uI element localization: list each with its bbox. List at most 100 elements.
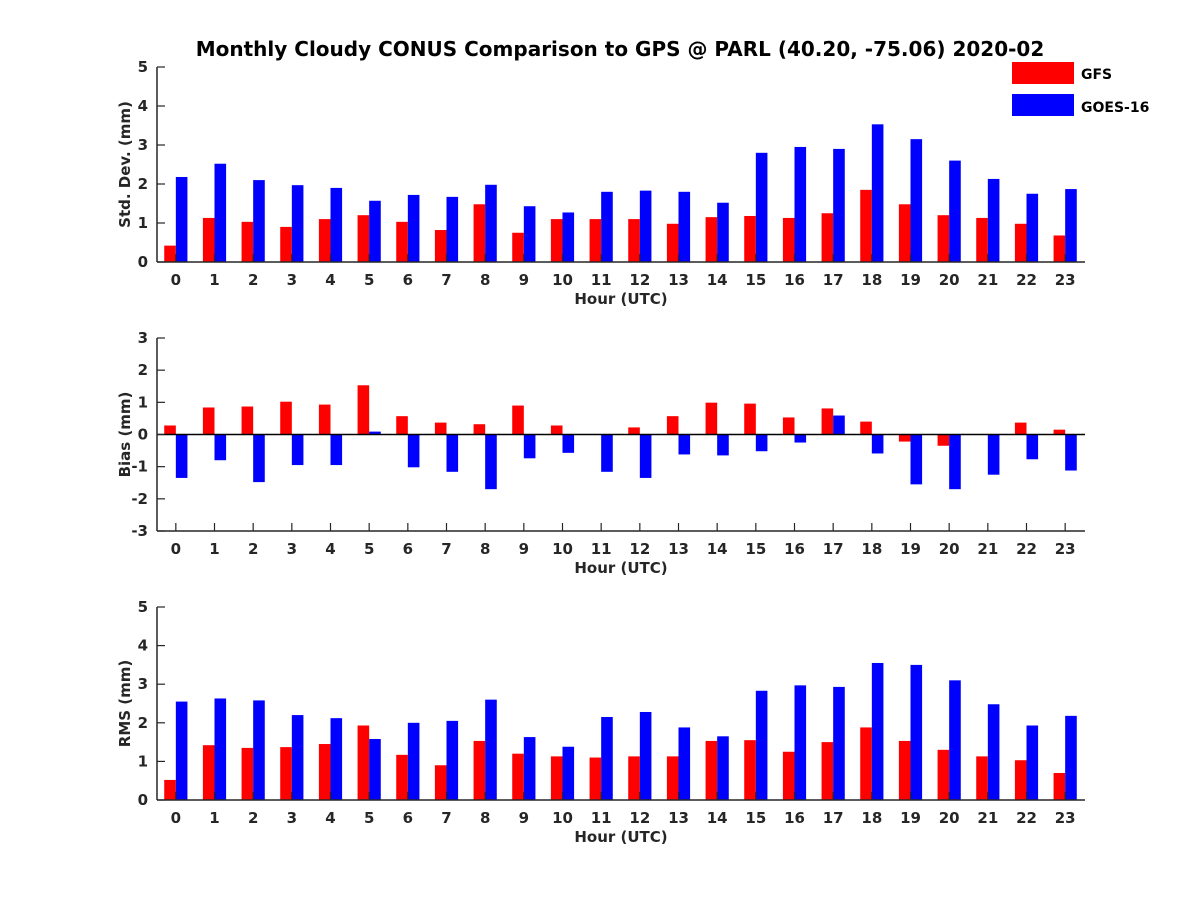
y-tick-label: 2 bbox=[138, 361, 148, 379]
bar-gfs-hour-19 bbox=[898, 740, 911, 800]
bar-gfs-hour-0 bbox=[164, 779, 176, 800]
bar-gfs-hour-7 bbox=[434, 765, 447, 800]
x-tick-label: 22 bbox=[1016, 540, 1037, 558]
bar-gfs-hour-3 bbox=[280, 401, 292, 435]
bar-gfs-hour-16 bbox=[782, 751, 795, 800]
x-tick-label: 0 bbox=[171, 271, 181, 289]
bar-gfs-hour-2 bbox=[241, 221, 254, 262]
bar-gfs-hour-21 bbox=[976, 756, 988, 800]
bar-gfs-hour-22 bbox=[1014, 422, 1027, 435]
bar-goes16-hour-1 bbox=[214, 698, 227, 800]
bar-gfs-hour-8 bbox=[473, 204, 486, 262]
x-tick-label: 19 bbox=[900, 271, 921, 289]
bar-goes16-hour-18 bbox=[871, 124, 884, 262]
bar-gfs-hour-7 bbox=[434, 230, 447, 262]
bar-gfs-hour-8 bbox=[473, 740, 486, 800]
bar-gfs-hour-18 bbox=[860, 189, 872, 262]
x-tick-label: 11 bbox=[591, 271, 612, 289]
bar-goes16-hour-6 bbox=[407, 194, 420, 262]
x-tick-label: 1 bbox=[209, 271, 219, 289]
bar-goes16-hour-9 bbox=[523, 206, 536, 262]
bar-goes16-hour-14 bbox=[717, 434, 729, 456]
y-tick-label: 1 bbox=[138, 214, 148, 232]
bar-goes16-hour-19 bbox=[910, 664, 923, 800]
x-tick-label: 21 bbox=[977, 809, 998, 827]
bar-gfs-hour-9 bbox=[512, 232, 524, 262]
bar-gfs-hour-2 bbox=[241, 747, 254, 800]
y-tick-label: 5 bbox=[138, 58, 148, 76]
x-tick-label: 23 bbox=[1055, 540, 1076, 558]
x-tick-label: 17 bbox=[823, 271, 844, 289]
x-tick-label: 20 bbox=[939, 540, 960, 558]
y-axis-label: Bias (mm) bbox=[116, 392, 134, 478]
bar-gfs-hour-16 bbox=[782, 417, 795, 435]
x-tick-label: 18 bbox=[861, 540, 882, 558]
bar-gfs-hour-15 bbox=[744, 740, 756, 800]
bar-goes16-hour-17 bbox=[833, 415, 845, 435]
bar-goes16-hour-17 bbox=[833, 148, 845, 262]
bar-gfs-hour-15 bbox=[744, 215, 756, 262]
bar-goes16-hour-18 bbox=[871, 662, 884, 800]
bar-goes16-hour-3 bbox=[291, 185, 304, 262]
x-tick-label: 15 bbox=[745, 271, 766, 289]
y-axis-label: Std. Dev. (mm) bbox=[116, 101, 134, 228]
bar-goes16-hour-16 bbox=[794, 685, 807, 800]
bar-goes16-hour-22 bbox=[1026, 434, 1039, 460]
x-tick-label: 12 bbox=[629, 809, 650, 827]
bar-goes16-hour-12 bbox=[639, 434, 652, 478]
bar-goes16-hour-7 bbox=[446, 720, 459, 800]
x-tick-label: 6 bbox=[403, 540, 413, 558]
x-tick-label: 10 bbox=[552, 809, 573, 827]
bar-goes16-hour-9 bbox=[523, 737, 536, 800]
bar-goes16-hour-15 bbox=[755, 152, 768, 262]
bar-goes16-hour-6 bbox=[407, 434, 420, 468]
bar-gfs-hour-12 bbox=[628, 756, 640, 800]
bar-goes16-hour-16 bbox=[794, 434, 807, 443]
x-tick-label: 7 bbox=[441, 540, 451, 558]
bar-gfs-hour-13 bbox=[666, 756, 679, 800]
x-tick-label: 4 bbox=[325, 809, 335, 827]
x-tick-label: 2 bbox=[248, 540, 258, 558]
bar-goes16-hour-5 bbox=[369, 431, 381, 435]
bar-gfs-hour-18 bbox=[860, 727, 872, 800]
chart-title: Monthly Cloudy CONUS Comparison to GPS @… bbox=[196, 37, 1045, 61]
bar-gfs-hour-11 bbox=[589, 757, 602, 800]
x-tick-label: 12 bbox=[629, 540, 650, 558]
bar-gfs-hour-1 bbox=[202, 407, 215, 435]
bar-goes16-hour-5 bbox=[369, 200, 381, 262]
y-tick-label: 5 bbox=[138, 598, 148, 616]
bar-gfs-hour-1 bbox=[202, 217, 215, 262]
x-tick-label: 7 bbox=[441, 809, 451, 827]
bar-goes16-hour-23 bbox=[1065, 715, 1077, 800]
bar-gfs-hour-22 bbox=[1014, 760, 1027, 800]
x-tick-label: 2 bbox=[248, 271, 258, 289]
x-tick-label: 19 bbox=[900, 540, 921, 558]
bar-gfs-hour-2 bbox=[241, 406, 254, 435]
bar-goes16-hour-11 bbox=[601, 717, 613, 800]
x-tick-label: 18 bbox=[861, 809, 882, 827]
bar-gfs-hour-20 bbox=[937, 749, 950, 800]
bar-goes16-hour-2 bbox=[253, 700, 265, 800]
bar-gfs-hour-20 bbox=[937, 434, 950, 446]
bar-gfs-hour-21 bbox=[976, 217, 988, 262]
bar-goes16-hour-8 bbox=[485, 184, 497, 262]
x-tick-label: 15 bbox=[745, 809, 766, 827]
bar-gfs-hour-4 bbox=[318, 404, 331, 435]
bar-goes16-hour-1 bbox=[214, 163, 227, 262]
bar-goes16-hour-22 bbox=[1026, 193, 1039, 262]
bar-goes16-hour-8 bbox=[485, 699, 497, 800]
legend-label-gfs: GFS bbox=[1081, 67, 1112, 83]
x-tick-label: 7 bbox=[441, 271, 451, 289]
bar-goes16-hour-16 bbox=[794, 146, 807, 262]
x-tick-label: 10 bbox=[552, 271, 573, 289]
bar-gfs-hour-14 bbox=[705, 740, 718, 800]
bar-gfs-hour-13 bbox=[666, 223, 679, 262]
bar-goes16-hour-21 bbox=[987, 178, 1000, 262]
bar-gfs-hour-6 bbox=[396, 416, 408, 435]
bar-goes16-hour-10 bbox=[562, 746, 575, 800]
x-tick-label: 21 bbox=[977, 540, 998, 558]
x-tick-label: 23 bbox=[1055, 809, 1076, 827]
bar-goes16-hour-8 bbox=[485, 434, 497, 490]
bar-gfs-hour-14 bbox=[705, 217, 718, 262]
